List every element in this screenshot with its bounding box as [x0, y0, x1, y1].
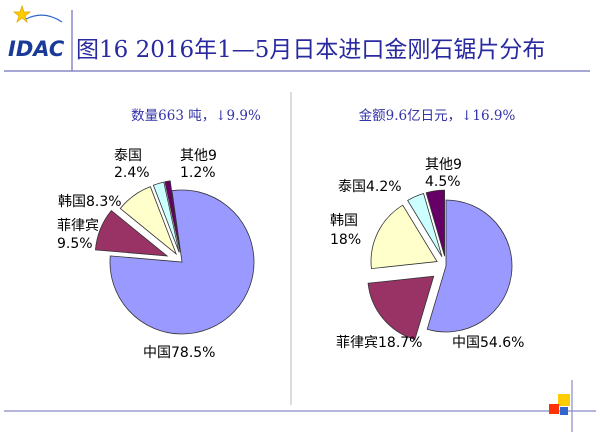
left-label-korea: 韩国8.3%	[58, 194, 122, 210]
page-title: 图16 2016年1—5月日本进口金刚石锯片分布	[76, 37, 545, 63]
right-label-thailand: 泰国4.2%	[338, 179, 402, 195]
right-slice-other	[425, 189, 445, 257]
right-label-philippines: 菲律宾18.7%	[336, 335, 422, 351]
left-label-philippines-value: 9.5%	[57, 236, 93, 252]
left-label-china: 中国78.5%	[143, 345, 215, 361]
right-label-other-value: 4.5%	[425, 174, 461, 190]
right-slice-china	[426, 199, 513, 333]
logo-text: IDAC	[8, 37, 65, 61]
left-chart-title: 数量663 吨，↓9.9%	[131, 108, 261, 124]
star-icon	[12, 4, 32, 24]
right-slice-philippines	[367, 275, 435, 340]
left-label-thailand-value: 2.4%	[114, 165, 150, 181]
left-label-philippines: 菲律宾	[57, 218, 99, 234]
left-label-other-value: 1.2%	[180, 165, 216, 181]
left-slice-philippines	[94, 210, 169, 257]
right-pie-chart	[367, 189, 513, 340]
right-slice-korea	[370, 204, 438, 270]
left-slice-thailand	[152, 181, 180, 253]
corner-decoration	[4, 380, 596, 432]
left-slice-korea	[119, 186, 178, 256]
left-slice-other	[164, 180, 181, 253]
left-label-thailand: 泰国	[114, 148, 142, 164]
left-label-other: 其他9	[180, 148, 217, 164]
right-label-korea-value: 18%	[330, 232, 361, 248]
idac-logo: IDAC	[8, 4, 65, 61]
left-slice-china	[109, 189, 255, 335]
right-slice-thailand	[407, 192, 443, 258]
left-pie-chart	[94, 180, 255, 335]
right-label-other: 其他9	[425, 157, 462, 173]
right-label-korea: 韩国	[330, 213, 358, 229]
right-label-china: 中国54.6%	[452, 335, 524, 351]
right-chart-title: 金额9.6亿日元，↓16.9%	[359, 108, 516, 124]
